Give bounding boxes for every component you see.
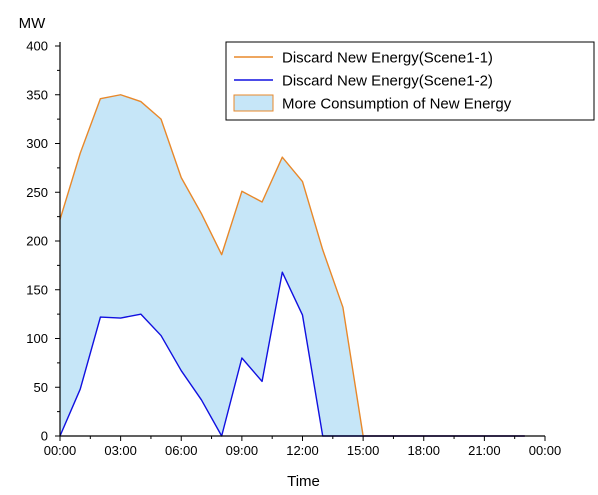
x-tick-label: 21:00 xyxy=(468,443,501,458)
legend-swatch-patch xyxy=(233,94,274,112)
x-tick-label: 12:00 xyxy=(286,443,319,458)
legend-label: More Consumption of New Energy xyxy=(282,96,512,113)
y-tick-label: 50 xyxy=(34,380,48,395)
legend-box xyxy=(225,41,595,121)
x-axis-label: Time xyxy=(287,473,320,490)
y-tick-label: 150 xyxy=(26,282,48,297)
x-tick-label: 03:00 xyxy=(104,443,137,458)
y-tick-label: 200 xyxy=(26,234,48,249)
legend-item-scene1-1: Discard New Energy(Scene1-1) xyxy=(234,50,493,67)
y-axis-label: MW xyxy=(19,15,46,32)
plot-area xyxy=(59,94,525,437)
x-tick-label: 15:00 xyxy=(347,443,380,458)
legend: Discard New Energy(Scene1-1) Discard New … xyxy=(225,41,595,121)
y-tick-label: 400 xyxy=(26,39,48,54)
legend-item-scene1-2: Discard New Energy(Scene1-2) xyxy=(234,73,493,90)
x-tick-label: 18:00 xyxy=(407,443,440,458)
axes: 0 50 100 150 200 250 300 350 400 00:00 03:00 06:00 0… xyxy=(26,39,561,459)
y-tick-label: 300 xyxy=(26,136,48,151)
x-tick-label: 06:00 xyxy=(165,443,198,458)
legend-label: Discard New Energy(Scene1-2) xyxy=(282,73,493,90)
fill-area-more-consumption xyxy=(60,94,525,436)
x-tick-label: 00:00 xyxy=(44,443,77,458)
y-tick-label: 0 xyxy=(41,429,48,444)
x-tick-label: 09:00 xyxy=(226,443,259,458)
legend-label: Discard New Energy(Scene1-1) xyxy=(282,50,493,67)
y-tick-label: 250 xyxy=(26,185,48,200)
x-tick-label: 00:00 xyxy=(529,443,562,458)
y-tick-label: 350 xyxy=(26,87,48,102)
legend-item-more-consumption: More Consumption of New Energy xyxy=(233,94,512,113)
y-tick-label: 100 xyxy=(26,331,48,346)
